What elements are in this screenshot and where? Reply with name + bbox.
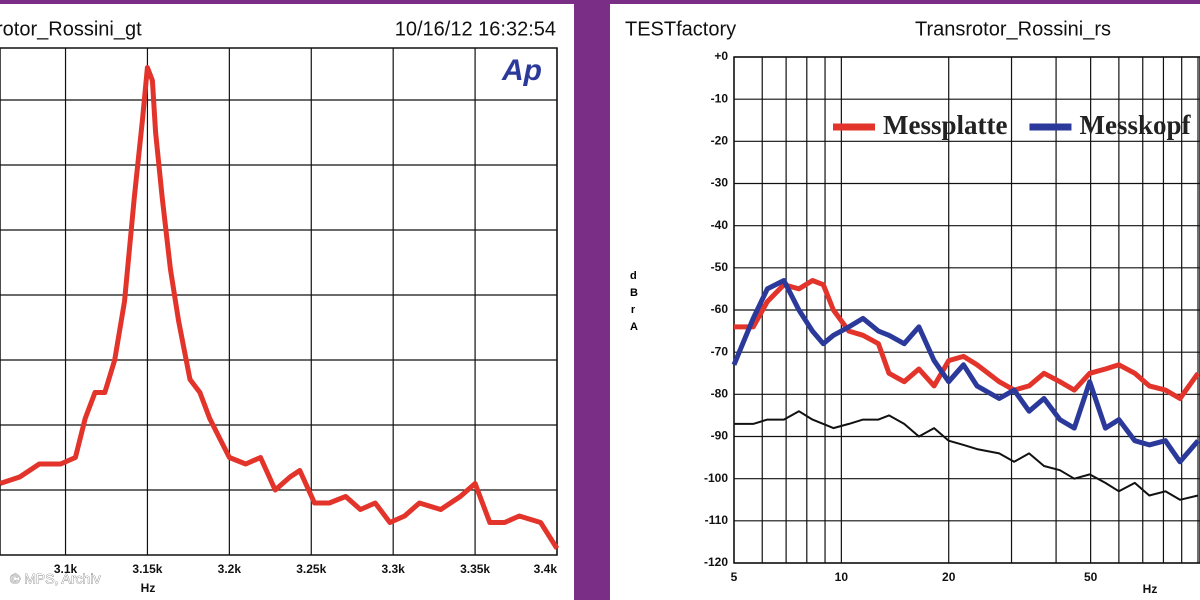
data-line — [734, 410, 1199, 501]
x-tick-label: 3.3k — [381, 562, 405, 576]
x-tick-label: 3.1k — [54, 562, 78, 576]
y-tick-label: -40 — [711, 218, 729, 232]
y-tick-label: -110 — [705, 513, 729, 527]
plot-1: +0 -10 -20 -30 -40 -50 -60 -70 -80 -90 -100 -110 -12… — [625, 18, 1200, 596]
chart-date: 10/16/12 16:32:54 — [395, 18, 556, 40]
x-tick-label: 3.2k — [218, 562, 242, 576]
y-tick-label: -80 — [711, 387, 729, 401]
left-panel — [0, 4, 574, 600]
chart-title: rotor_Rossini_gt — [0, 18, 142, 40]
watermark: © MPS, Archiv — [10, 571, 100, 587]
x-tick-label: 3.25k — [296, 562, 326, 576]
y-axis-label: dBr A — [630, 270, 638, 333]
data-line — [0, 65, 560, 550]
y-tick-label: -100 — [704, 471, 728, 485]
y-tick-label: +0 — [714, 49, 728, 63]
data-line — [734, 278, 1200, 401]
y-tick-label: -20 — [711, 134, 729, 148]
legend-label: Messkopf — [1079, 110, 1191, 140]
y-tick-label: -90 — [711, 429, 729, 443]
x-tick-label: 3.35k — [460, 562, 490, 576]
x-axis-label: Hz — [1143, 582, 1158, 596]
y-axis-label-box: dBr A — [630, 270, 638, 333]
chart-header: TESTfactory — [625, 18, 736, 40]
plot-0: 3.1k 3.15k 3.2k 3.25k 3.3k 3.35k 3.4k Hz rotor_R… — [0, 18, 560, 595]
y-tick-label: -10 — [711, 91, 729, 105]
y-tick-label: -70 — [711, 344, 729, 358]
y-tick-label: -120 — [704, 555, 728, 569]
x-tick-label: 3.15k — [132, 562, 162, 576]
right-panel — [610, 4, 1200, 600]
x-tick-label: 50 — [1084, 570, 1098, 584]
data-line — [731, 278, 1200, 465]
legend-label: Messplatte — [883, 110, 1007, 140]
x-tick-label: 10 — [835, 570, 849, 584]
x-tick-label: 5 — [731, 570, 738, 584]
y-tick-label: -30 — [711, 176, 729, 190]
logo: Ap — [501, 54, 542, 87]
y-tick-label: -50 — [711, 260, 729, 274]
x-tick-label: 3.4k — [534, 562, 558, 576]
x-tick-label: 20 — [942, 570, 956, 584]
chart-title: Transrotor_Rossini_rs — [915, 18, 1111, 40]
y-tick-label: -60 — [711, 302, 729, 316]
x-axis-label: Hz — [141, 581, 156, 595]
